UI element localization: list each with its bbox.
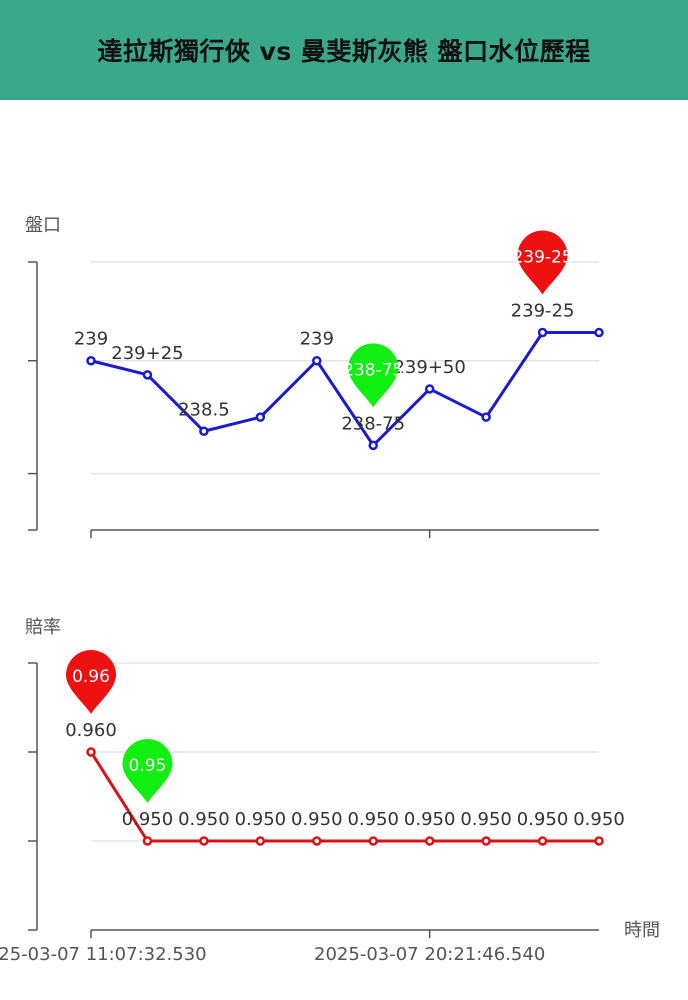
handicap-series-line (90, 331, 599, 447)
pin-shape (517, 230, 568, 295)
handicap-data-point (142, 370, 153, 380)
handicap-data-point (86, 355, 96, 366)
handicap-data-point (199, 426, 209, 437)
handicap-data-label: 239-25 (511, 301, 575, 322)
handicap-axis-ticks (28, 261, 431, 538)
handicap-data-label: 238-75 (341, 413, 405, 434)
pin-label: 0.96 (72, 667, 110, 687)
handicap-data-point (312, 355, 322, 366)
odds-data-label: 0.950 (291, 809, 343, 830)
odds-markers: 0.96 0.95 (66, 650, 173, 803)
odds-data-label: 0.950 (404, 809, 456, 830)
handicap-data-label: 239+50 (393, 357, 465, 378)
pin-label: 0.95 (129, 756, 167, 776)
odds-data-label: 0.950 (460, 809, 512, 830)
handicap-pin-marker: 239-25 (512, 230, 573, 295)
pin-shape (348, 343, 399, 408)
odds-data-point (594, 836, 604, 846)
odds-data-label: 0.950 (122, 809, 174, 830)
odds-data-point (312, 836, 322, 846)
handicap-data-point (594, 327, 604, 338)
handicap-gridlines (91, 261, 599, 475)
handicap-data-point (424, 384, 435, 394)
handicap-data-point (368, 440, 378, 451)
odds-data-point (424, 836, 435, 846)
odds-data-point (86, 747, 96, 757)
handicap-y-axis-label: 盤口 (25, 215, 61, 236)
header-bar: 達拉斯獨行俠 vs 曼斐斯灰熊 盤口水位歷程 (0, 0, 688, 100)
pin-label: 238-75 (343, 360, 403, 380)
pin-label: 239-25 (512, 248, 572, 268)
odds-x-tick-label: 2025-03-07 20:21:46.540 (314, 944, 545, 965)
odds-data-label: 0.950 (517, 809, 569, 830)
odds-data-label: 0.950 (235, 809, 287, 830)
odds-x-tick-labels: 2025-03-07 11:07:32.530 2025-03-07 20:21:… (0, 944, 545, 965)
odds-data-point (142, 836, 153, 846)
odds-pin-marker: 0.96 (66, 650, 116, 714)
odds-data-label: 0.950 (347, 809, 399, 830)
odds-pin-marker: 0.95 (122, 739, 173, 803)
odds-data-label: 0.950 (178, 809, 230, 830)
odds-series-line (89, 751, 599, 843)
odds-x-axis-label: 時間 (624, 920, 660, 941)
odds-data-point (255, 836, 266, 846)
odds-data-point (481, 836, 491, 846)
pin-shape (122, 739, 173, 803)
handicap-data-label: 239 (74, 329, 108, 350)
odds-y-axis-label: 賠率 (25, 617, 61, 638)
handicap-pin-marker: 238-75 (343, 343, 403, 408)
handicap-data-label: 239 (300, 329, 334, 350)
odds-data-label: 0.950 (573, 809, 625, 830)
odds-x-tick-label: 2025-03-07 11:07:32.530 (0, 944, 207, 965)
pin-shape (66, 650, 116, 714)
odds-axis-ticks (28, 662, 431, 938)
handicap-data-label: 239+25 (111, 343, 183, 364)
odds-data-point (199, 836, 209, 846)
odds-data-point (368, 836, 378, 846)
handicap-data-label: 238.5 (178, 399, 230, 420)
handicap-markers: 238-75 239-25 (343, 230, 573, 408)
handicap-data-point (255, 412, 266, 422)
handicap-data-point (481, 412, 491, 422)
handicap-data-point (537, 327, 548, 338)
odds-data-point (537, 836, 548, 846)
page-title: 達拉斯獨行俠 vs 曼斐斯灰熊 盤口水位歷程 (97, 37, 591, 66)
odds-data-label: 0.960 (65, 720, 117, 741)
